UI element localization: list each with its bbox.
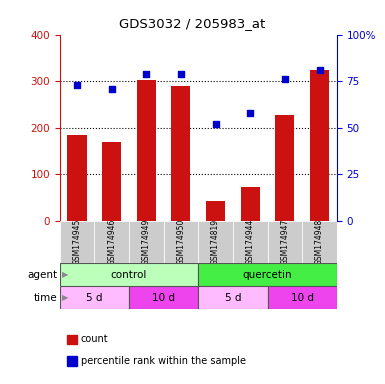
Point — [316, 67, 323, 73]
Bar — [164, 221, 198, 263]
Text: 5 d: 5 d — [86, 293, 102, 303]
Text: GSM174944: GSM174944 — [246, 219, 255, 265]
Bar — [233, 221, 268, 263]
Point — [178, 71, 184, 77]
Bar — [129, 221, 164, 263]
Text: quercetin: quercetin — [243, 270, 292, 280]
Text: ▶: ▶ — [62, 270, 68, 279]
Text: agent: agent — [28, 270, 58, 280]
Text: time: time — [34, 293, 58, 303]
Text: GSM174946: GSM174946 — [107, 219, 116, 265]
Text: ▶: ▶ — [62, 293, 68, 302]
Point — [109, 86, 115, 92]
Text: 5 d: 5 d — [225, 293, 241, 303]
Text: count: count — [81, 334, 109, 344]
Bar — [268, 286, 337, 309]
Bar — [129, 286, 198, 309]
Text: GDS3032 / 205983_at: GDS3032 / 205983_at — [119, 17, 266, 30]
Text: GSM174945: GSM174945 — [72, 219, 82, 265]
Point — [247, 110, 253, 116]
Bar — [137, 80, 156, 221]
Text: percentile rank within the sample: percentile rank within the sample — [81, 356, 246, 366]
Bar — [102, 142, 121, 221]
Bar — [198, 221, 233, 263]
Point — [74, 82, 80, 88]
Bar — [310, 70, 329, 221]
Bar — [302, 221, 337, 263]
Bar — [67, 135, 87, 221]
Text: 10 d: 10 d — [291, 293, 314, 303]
Point — [213, 121, 219, 127]
Bar — [60, 286, 129, 309]
Bar — [275, 115, 295, 221]
Text: control: control — [111, 270, 147, 280]
Bar — [206, 201, 225, 221]
Text: 10 d: 10 d — [152, 293, 175, 303]
Bar — [198, 263, 337, 286]
Text: GSM174948: GSM174948 — [315, 219, 324, 265]
Bar — [198, 286, 268, 309]
Text: GSM174947: GSM174947 — [280, 219, 290, 265]
Text: GSM174819: GSM174819 — [211, 219, 220, 265]
Bar — [60, 221, 94, 263]
Point — [282, 76, 288, 82]
Bar — [171, 86, 191, 221]
Bar — [268, 221, 302, 263]
Bar — [241, 187, 260, 221]
Text: GSM174949: GSM174949 — [142, 219, 151, 265]
Text: GSM174950: GSM174950 — [176, 219, 186, 265]
Point — [143, 71, 149, 77]
Bar — [60, 263, 198, 286]
Bar — [94, 221, 129, 263]
